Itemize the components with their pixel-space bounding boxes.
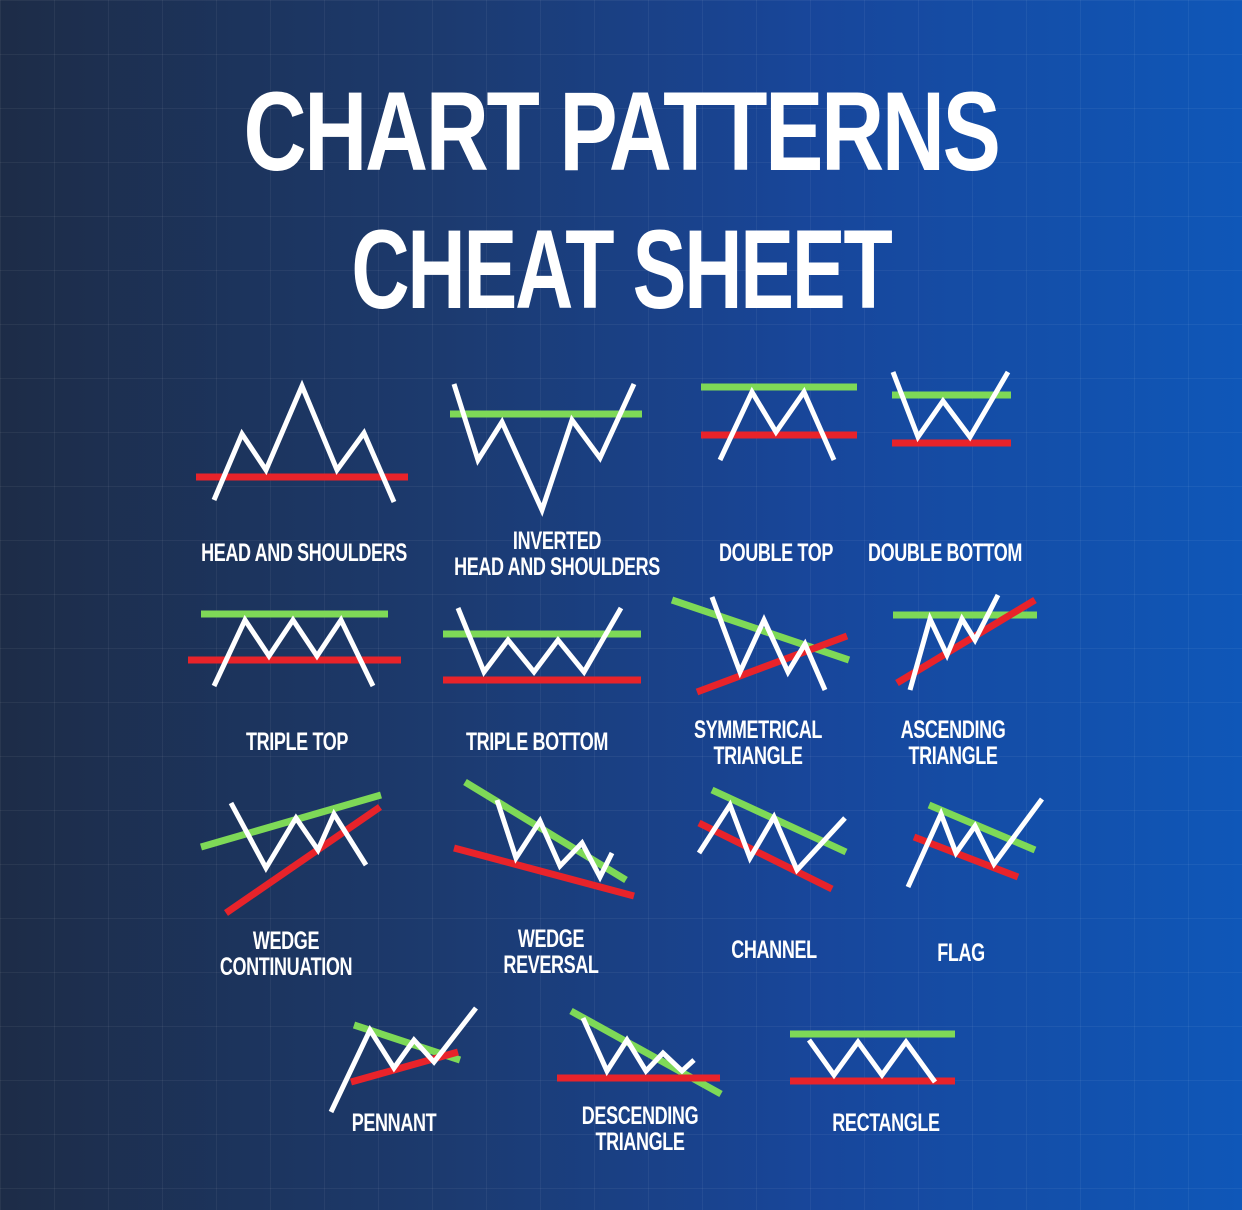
label-symmetrical-triangle: SYMMETRICAL TRIANGLE xyxy=(693,716,823,770)
pattern-double-bottom xyxy=(890,370,1011,447)
support-line xyxy=(695,632,849,696)
support-line xyxy=(895,597,1037,686)
pattern-double-top xyxy=(701,383,857,462)
label-ascending-triangle: ASCENDING TRIANGLE xyxy=(900,716,1006,770)
pattern-triple-top xyxy=(188,610,401,688)
label-triple-bottom: TRIPLE BOTTOM xyxy=(466,728,608,756)
label-triple-top: TRIPLE TOP xyxy=(245,728,349,756)
label-double-top: DOUBLE TOP xyxy=(718,539,834,567)
price-line xyxy=(890,370,1011,443)
label-inverted-head-and-shoulders: INVERTED HEAD AND SHOULDERS xyxy=(454,527,660,581)
price-line xyxy=(905,797,1045,889)
label-double-bottom: DOUBLE BOTTOM xyxy=(868,539,1022,567)
resistance-line xyxy=(200,791,382,851)
price-line xyxy=(717,386,837,462)
title-line-1: CHART PATTERNS xyxy=(243,69,1000,194)
pattern-wedge-continuation xyxy=(200,791,382,916)
label-flag: FLAG xyxy=(937,939,985,967)
pattern-flag xyxy=(905,797,1045,889)
price-line xyxy=(494,799,615,883)
label-head-and-shoulders: HEAD AND SHOULDERS xyxy=(201,539,407,567)
price-line xyxy=(328,1006,478,1114)
price-line xyxy=(455,606,624,678)
price-line xyxy=(709,596,828,691)
pattern-inverted-head-and-shoulders xyxy=(450,382,642,517)
support-line xyxy=(453,844,635,900)
pattern-pennant xyxy=(328,1006,478,1114)
support-line xyxy=(224,804,382,916)
pattern-triple-bottom xyxy=(443,606,641,684)
support-line xyxy=(697,819,834,893)
label-descending-triangle: DESCENDING TRIANGLE xyxy=(581,1102,699,1156)
price-line xyxy=(451,382,637,517)
label-wedge-continuation: WEDGE CONTINUATION xyxy=(219,927,353,981)
price-line xyxy=(806,1037,938,1084)
label-wedge-reversal: WEDGE REVERSAL xyxy=(503,925,599,979)
pattern-channel xyxy=(696,786,848,893)
price-line xyxy=(580,1016,696,1077)
price-line xyxy=(211,379,397,503)
price-line xyxy=(228,801,369,874)
label-pennant: PENNANT xyxy=(351,1109,437,1137)
label-rectangle: RECTANGLE xyxy=(832,1109,940,1137)
pattern-rectangle xyxy=(790,1030,955,1085)
resistance-line xyxy=(927,801,1037,854)
pattern-wedge-reversal xyxy=(453,779,635,900)
price-line xyxy=(907,593,1001,691)
pattern-descending-triangle xyxy=(557,1007,723,1098)
price-line xyxy=(696,799,847,875)
resistance-line xyxy=(569,1007,723,1098)
pattern-ascending-triangle xyxy=(893,593,1037,691)
title-line-2: CHEAT SHEET xyxy=(351,207,892,332)
label-channel: CHANNEL xyxy=(731,936,817,964)
pattern-symmetrical-triangle xyxy=(670,596,851,696)
price-line xyxy=(211,614,376,688)
support-line xyxy=(912,833,1020,881)
pattern-head-and-shoulders xyxy=(196,379,408,503)
